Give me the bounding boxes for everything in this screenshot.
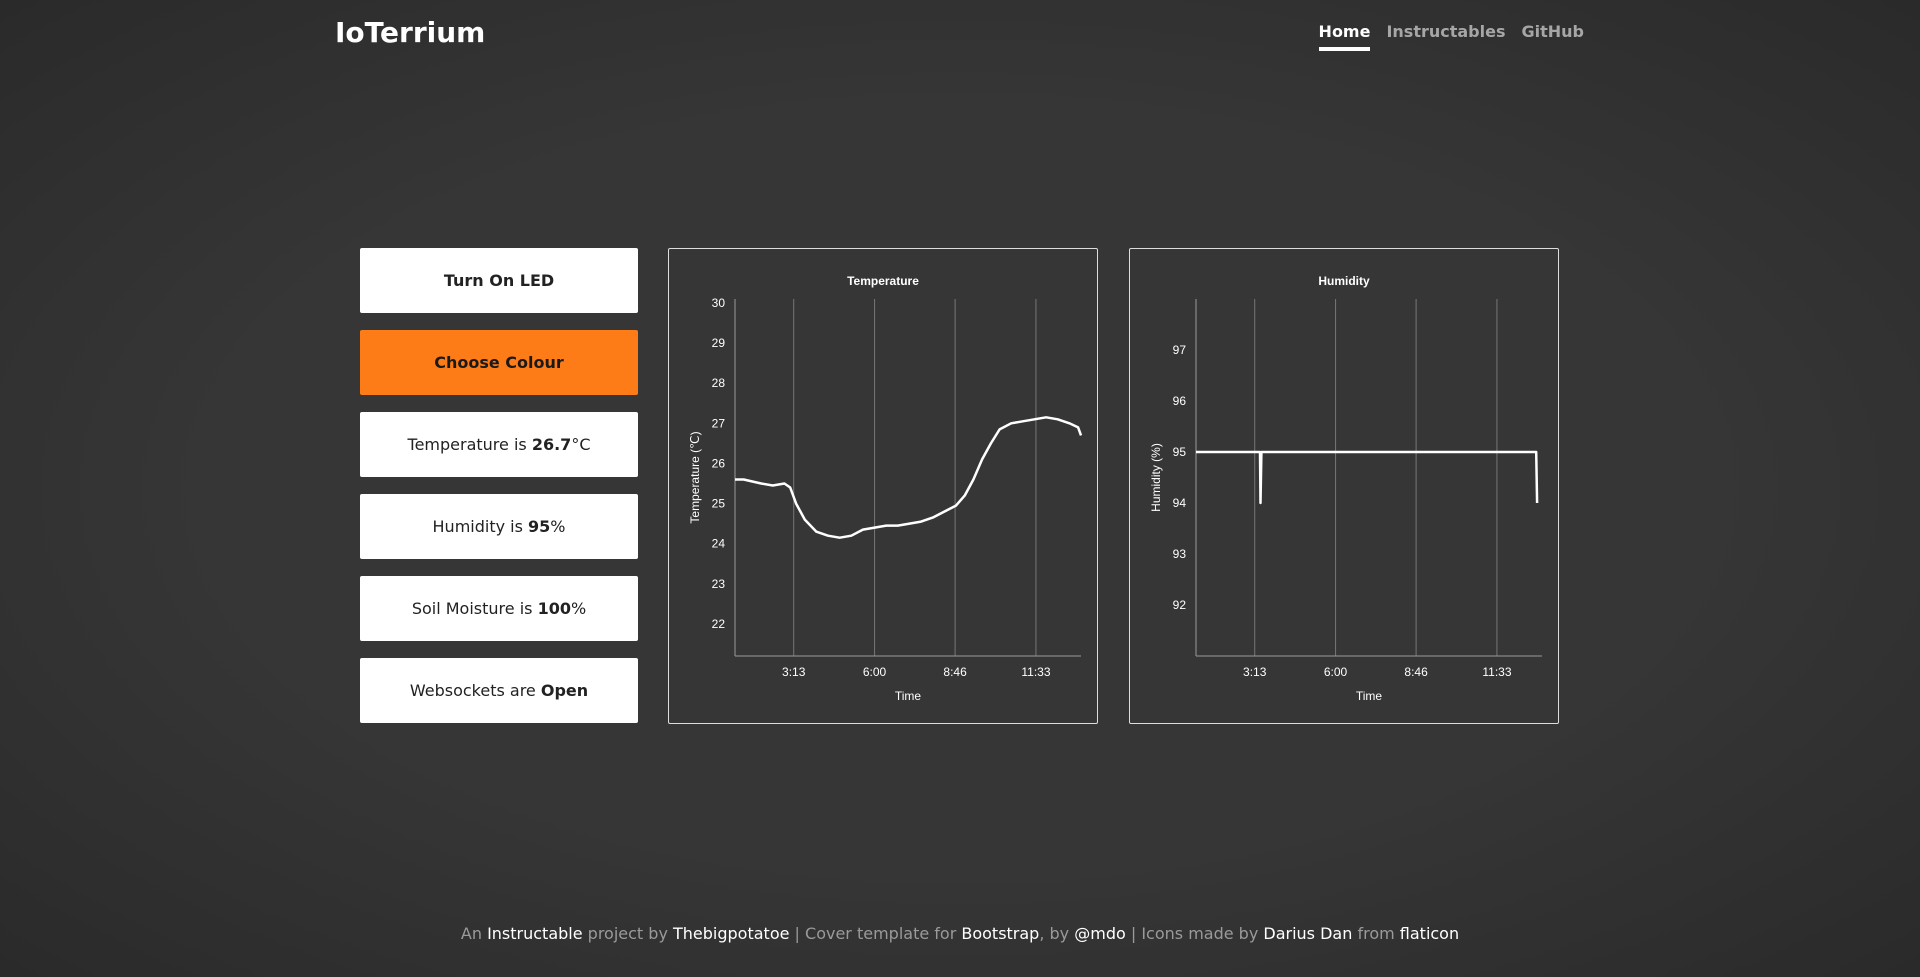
x-axis-label: Time — [895, 689, 922, 703]
footer-link[interactable]: @mdo — [1074, 924, 1126, 943]
x-axis-label: Time — [1356, 689, 1383, 703]
y-axis-label: Humidity (%) — [1149, 443, 1163, 512]
footer-text: An — [460, 924, 488, 943]
nav-instructables[interactable]: Instructables — [1386, 22, 1506, 41]
websockets-value: Open — [540, 681, 589, 700]
soil-unit: % — [570, 599, 587, 618]
y-tick-label: 24 — [712, 537, 726, 551]
humidity-unit: % — [550, 517, 566, 536]
websockets-prefix: Websockets are — [409, 681, 541, 700]
footer-link[interactable]: Bootstrap — [961, 924, 1040, 943]
control-panel: Turn On LED Choose Colour Temperature is… — [360, 248, 638, 740]
humidity-readout: Humidity is 95% — [360, 494, 638, 559]
chart-svg: Humidity 3:13 6:00 8:46 11:33 92 93 94 95 96 97 Tim… — [1149, 274, 1542, 703]
soil-value: 100 — [537, 599, 571, 618]
soil-prefix: Soil Moisture is — [411, 599, 538, 618]
temperature-unit: °C — [571, 435, 591, 454]
series-line — [1196, 450, 1539, 505]
nav-github[interactable]: GitHub — [1521, 22, 1585, 41]
brand-title[interactable]: IoTerrium — [335, 16, 486, 49]
turn-on-led-button[interactable]: Turn On LED — [360, 248, 638, 313]
footer-text: , by — [1039, 924, 1075, 943]
x-tick-label: 8:46 — [1404, 665, 1428, 679]
footer-link[interactable]: Darius Dan — [1263, 924, 1353, 943]
footer-text: project by — [582, 924, 673, 943]
temperature-chart: Temperature 3:13 6:00 8:46 11:33 22 23 24 25 26 27… — [668, 248, 1098, 724]
humidity-prefix: Humidity is — [432, 517, 529, 536]
footer-text: | Cover template for — [789, 924, 962, 943]
y-tick-label: 92 — [1173, 598, 1187, 612]
temperature-readout: Temperature is 26.7 °C — [360, 412, 638, 477]
soil-moisture-readout: Soil Moisture is 100% — [360, 576, 638, 641]
humidity-value: 95 — [528, 517, 551, 536]
chart-title: Humidity — [1318, 274, 1370, 288]
y-tick-label: 23 — [712, 577, 726, 591]
footer: An Instructable project by Thebigpotatoe… — [0, 924, 1920, 943]
footer-text: from — [1352, 924, 1400, 943]
x-tick-label: 3:13 — [782, 665, 806, 679]
footer-link[interactable]: Instructable — [487, 924, 583, 943]
nav-home[interactable]: Home — [1318, 22, 1371, 51]
footer-link[interactable]: flaticon — [1399, 924, 1460, 943]
humidity-chart: Humidity 3:13 6:00 8:46 11:33 92 93 94 95 96 97 Tim… — [1129, 248, 1559, 724]
y-tick-label: 26 — [712, 456, 726, 470]
x-tick-label: 3:13 — [1243, 665, 1267, 679]
y-tick-label: 28 — [712, 376, 726, 390]
y-tick-label: 30 — [712, 296, 726, 310]
y-axis-label: Temperature (℃) — [688, 431, 702, 523]
y-tick-label: 95 — [1173, 445, 1187, 459]
chart-svg: Temperature 3:13 6:00 8:46 11:33 22 23 24 25 26 27… — [688, 274, 1083, 703]
y-tick-label: 96 — [1173, 394, 1187, 408]
x-tick-label: 8:46 — [943, 665, 967, 679]
footer-link[interactable]: Thebigpotatoe — [673, 924, 790, 943]
y-tick-label: 29 — [712, 336, 726, 350]
x-tick-label: 11:33 — [1482, 665, 1511, 679]
x-tick-label: 6:00 — [863, 665, 887, 679]
y-tick-label: 97 — [1173, 343, 1187, 357]
temperature-prefix: Temperature is — [407, 435, 532, 454]
chart-title: Temperature — [847, 274, 919, 288]
footer-text: | Icons made by — [1125, 924, 1264, 943]
y-tick-label: 25 — [712, 497, 726, 511]
series-line — [735, 416, 1083, 539]
y-tick-label: 27 — [712, 416, 726, 430]
websockets-status: Websockets are Open — [360, 658, 638, 723]
choose-colour-button[interactable]: Choose Colour — [360, 330, 638, 395]
x-tick-label: 6:00 — [1324, 665, 1348, 679]
y-tick-label: 93 — [1173, 547, 1187, 561]
y-tick-label: 22 — [712, 617, 726, 631]
top-nav: Home Instructables GitHub — [1318, 22, 1585, 51]
temperature-value: 26.7 — [531, 435, 572, 454]
x-tick-label: 11:33 — [1021, 665, 1050, 679]
y-tick-label: 94 — [1173, 496, 1187, 510]
